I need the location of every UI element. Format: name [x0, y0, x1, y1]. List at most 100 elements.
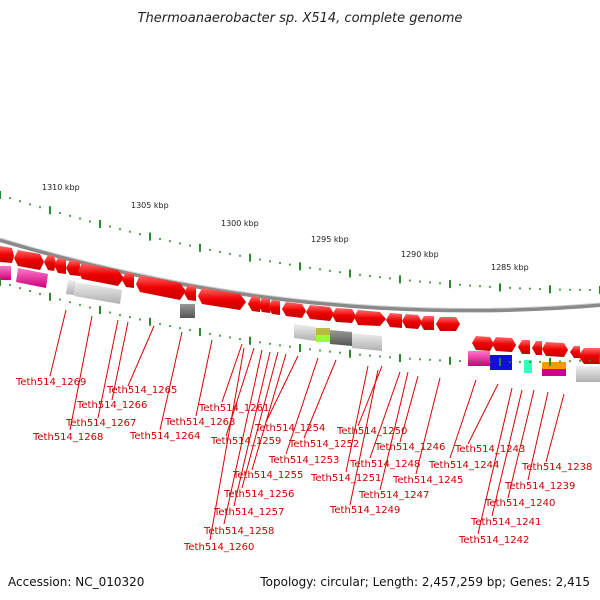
scale-label-1310: 1310 kbp — [42, 183, 80, 192]
gene-arrow[interactable] — [198, 288, 246, 310]
gene-arrow[interactable] — [578, 348, 600, 364]
gene-label[interactable]: Teth514_1259 — [210, 436, 281, 447]
leader-line — [303, 359, 337, 439]
gene-label[interactable]: Teth514_1245 — [392, 475, 463, 486]
gene-label[interactable]: Teth514_1242 — [458, 535, 529, 546]
gene-arrow[interactable] — [248, 296, 260, 312]
feature-block[interactable] — [16, 268, 48, 288]
leader-line — [349, 369, 379, 506]
gene-arrow[interactable] — [258, 298, 270, 313]
leader-line — [221, 343, 243, 403]
gene-label[interactable]: Teth514_1238 — [521, 462, 592, 473]
feature-block[interactable] — [294, 324, 316, 341]
gene-arrow[interactable] — [78, 263, 124, 286]
gene-label[interactable]: Teth514_1269 — [15, 377, 86, 388]
gene-arrow[interactable] — [54, 258, 66, 274]
gene-label[interactable]: Teth514_1253 — [268, 455, 339, 466]
gene-label[interactable]: Teth514_1258 — [203, 526, 274, 537]
gene-label[interactable]: Teth514_1243 — [454, 444, 525, 455]
gene-arrow[interactable] — [14, 250, 44, 270]
gene-arrow[interactable] — [282, 302, 306, 318]
leader-line — [223, 349, 263, 525]
gene-arrow[interactable] — [184, 285, 196, 301]
leader-line — [379, 371, 409, 491]
gene-arrow[interactable] — [402, 314, 422, 329]
feature-block[interactable] — [180, 304, 195, 318]
gene-label[interactable]: Teth514_1256 — [223, 489, 294, 500]
feature-block[interactable] — [542, 369, 566, 376]
feature-block[interactable] — [316, 335, 330, 342]
gene-label[interactable]: Teth514_1268 — [32, 432, 103, 443]
leader-line — [69, 315, 93, 431]
gene-arrow[interactable] — [306, 305, 334, 321]
gene-arrow[interactable] — [136, 275, 186, 300]
scale-label-1285: 1285 kbp — [491, 263, 529, 272]
gene-arrow[interactable] — [122, 272, 134, 288]
gene-label[interactable]: Teth514_1239 — [504, 481, 575, 492]
feature-block[interactable] — [352, 333, 382, 351]
gene-label[interactable]: Teth514_1266 — [76, 400, 147, 411]
feature-block[interactable] — [542, 362, 566, 369]
gene-label[interactable]: Teth514_1255 — [232, 470, 303, 481]
genome-backbone-highlight — [0, 237, 600, 309]
gene-label[interactable]: Teth514_1261 — [198, 403, 269, 414]
gene-arrow[interactable] — [268, 300, 280, 315]
gene-label[interactable]: Teth514_1244 — [428, 460, 499, 471]
gene-track — [0, 246, 600, 382]
leader-line — [111, 321, 129, 401]
feature-block[interactable] — [524, 360, 532, 373]
gene-label[interactable]: Teth514_1264 — [129, 431, 200, 442]
feature-block[interactable] — [576, 366, 600, 382]
gene-arrow[interactable] — [386, 313, 402, 328]
map-title: Thermoanaerobacter sp. X514, complete ge… — [138, 11, 463, 26]
gene-label[interactable]: Teth514_1267 — [65, 418, 136, 429]
gene-label[interactable]: Teth514_1260 — [183, 542, 254, 553]
gene-arrow[interactable] — [332, 308, 356, 323]
gene-arrow[interactable] — [436, 317, 460, 331]
feature-block[interactable] — [74, 282, 122, 304]
gene-label[interactable]: Teth514_1249 — [329, 505, 400, 516]
leader-line — [97, 319, 119, 419]
gene-arrow[interactable] — [542, 342, 568, 357]
gene-label[interactable]: Teth514_1257 — [213, 507, 284, 518]
gene-label-group: Teth514_1269 Teth514_1268 Teth514_1267 T… — [15, 377, 592, 553]
gene-label[interactable]: Teth514_1241 — [470, 517, 541, 528]
gene-arrow[interactable] — [0, 246, 14, 263]
gene-label[interactable]: Teth514_1246 — [374, 442, 445, 453]
gene-label[interactable]: Teth514_1251 — [310, 473, 381, 484]
feature-block[interactable] — [0, 266, 11, 280]
gene-label[interactable]: Teth514_1263 — [164, 417, 235, 428]
leader-line — [415, 377, 441, 475]
feature-block[interactable] — [330, 330, 352, 346]
gene-arrow[interactable] — [420, 316, 434, 330]
leader-line — [195, 339, 213, 417]
feature-block[interactable] — [66, 280, 76, 295]
gene-arrow[interactable] — [570, 346, 580, 358]
gene-arrow[interactable] — [66, 260, 80, 276]
gene-label[interactable]: Teth514_1254 — [254, 423, 325, 434]
leader-line — [399, 375, 419, 443]
gene-arrow[interactable] — [492, 337, 516, 352]
gene-arrow[interactable] — [532, 341, 542, 355]
gene-arrow[interactable] — [354, 310, 386, 326]
leader-line — [49, 309, 67, 377]
leader-line — [491, 389, 523, 517]
gene-label[interactable]: Teth514_1265 — [106, 385, 177, 396]
gene-label[interactable]: Teth514_1250 — [336, 426, 407, 437]
leader-line — [241, 351, 279, 489]
gene-arrow[interactable] — [518, 340, 530, 354]
gene-label[interactable]: Teth514_1248 — [349, 459, 420, 470]
gene-arrow[interactable] — [472, 336, 494, 351]
leader-line — [477, 387, 513, 535]
leader-line — [209, 347, 245, 541]
gene-label[interactable]: Teth514_1252 — [288, 439, 359, 450]
feature-block[interactable] — [468, 351, 490, 366]
feature-block[interactable] — [316, 328, 330, 335]
leader-line — [233, 351, 271, 507]
gene-label[interactable]: Teth514_1247 — [358, 490, 429, 501]
gene-label[interactable]: Teth514_1240 — [484, 498, 555, 509]
leader-line — [159, 331, 183, 431]
leader-line — [127, 325, 155, 387]
gene-arrow[interactable] — [44, 255, 56, 271]
